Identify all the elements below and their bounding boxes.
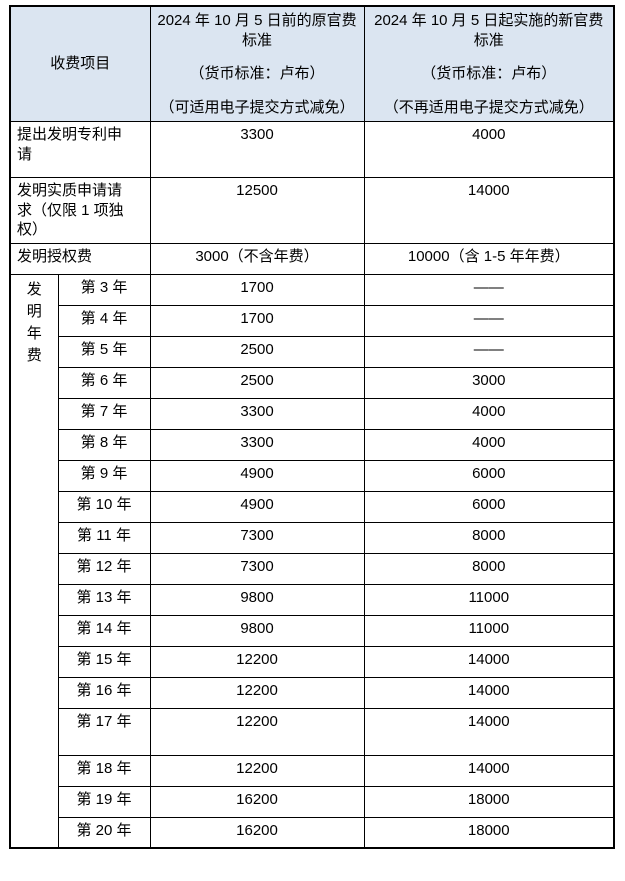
annual-fee-row: 第 5 年 2500 —— [10, 335, 615, 368]
row-grant-fee-old-value: 3000（不含年费） [149, 242, 365, 275]
header-new-fee-title: 2024 年 10 月 5 日起实施的新官费标准 [374, 12, 604, 49]
annual-fee-old-value: 3300 [149, 428, 365, 461]
row-filing-fee-label: 提出发明专利申请 [9, 121, 151, 178]
annual-fee-row: 发明年费第 3 年 1700 —— [9, 273, 615, 849]
annual-fee-year-label: 第 15 年 [57, 645, 151, 678]
header-old-fee-currency: （货币标准：卢布） [189, 65, 325, 82]
annual-fee-old-value: 2500 [149, 366, 365, 399]
annual-fee-old-value: 3300 [149, 397, 365, 430]
annual-fee-new-value: 14000 [363, 707, 615, 756]
annual-fee-new-value: 18000 [363, 816, 615, 849]
row-grant-fee: 发明授权费 3000（不含年费） 10000（含 1-5 年年费） [9, 242, 615, 275]
annual-fee-year-label: 第 3 年 [57, 273, 151, 306]
annual-fee-old-value: 7300 [149, 552, 365, 585]
annual-fee-old-value: 1700 [149, 273, 365, 306]
annual-fee-group-cell: 发明年费 [9, 273, 59, 849]
annual-fee-new-value: —— [363, 273, 615, 306]
annual-fee-old-value: 12200 [149, 645, 365, 678]
annual-fee-old-value: 2500 [149, 335, 365, 368]
header-new-fee-note: （不再适用电子提交方式减免） [383, 98, 594, 116]
annual-fee-row: 第 7 年 3300 4000 [10, 397, 615, 430]
annual-fee-new-value: 11000 [363, 583, 615, 616]
annual-fee-old-value: 4900 [149, 490, 365, 523]
row-grant-fee-new-value: 10000（含 1-5 年年费） [363, 242, 615, 275]
annual-fee-old-value: 7300 [149, 521, 365, 554]
annual-fee-year-label: 第 17 年 [57, 707, 151, 756]
annual-fee-year-label: 第 9 年 [57, 459, 151, 492]
annual-fee-new-value: 4000 [363, 397, 615, 430]
annual-fee-row: 第 18 年 12200 14000 [10, 754, 615, 787]
header-new-fee: 2024 年 10 月 5 日起实施的新官费标准 （货币标准：卢布） （不再适用… [363, 5, 615, 122]
annual-fee-new-value: —— [363, 304, 615, 337]
header-new-fee-currency: （货币标准：卢布） [421, 65, 557, 82]
annual-fee-old-value: 16200 [149, 816, 365, 849]
annual-fee-new-value: 14000 [363, 676, 615, 709]
annual-fee-year-label: 第 8 年 [57, 428, 151, 461]
annual-fee-new-value: 18000 [363, 785, 615, 818]
annual-fee-row: 第 9 年 4900 6000 [10, 459, 615, 492]
annual-fee-new-value: 6000 [363, 490, 615, 523]
annual-fee-row: 第 20 年 16200 18000 [10, 816, 615, 849]
header-old-fee: 2024 年 10 月 5 日前的原官费标准 （货币标准：卢布） （可适用电子提… [149, 5, 365, 122]
annual-fee-old-value: 4900 [149, 459, 365, 492]
header-old-fee-title: 2024 年 10 月 5 日前的原官费标准 [157, 12, 357, 49]
annual-fee-year-label: 第 10 年 [57, 490, 151, 523]
header-fee-item: 收费项目 [9, 5, 151, 122]
row-exam-request-fee: 发明实质申请请求（仅限 1 项独权） 12500 14000 [9, 177, 615, 244]
annual-fee-row: 第 15 年 12200 14000 [10, 645, 615, 678]
annual-fee-year-label: 第 12 年 [57, 552, 151, 585]
annual-fee-new-value: —— [363, 335, 615, 368]
annual-fee-row: 第 12 年 7300 8000 [10, 552, 615, 585]
annual-fee-new-value: 6000 [363, 459, 615, 492]
annual-fee-group-label: 发明年费 [26, 280, 42, 364]
annual-fee-row: 第 17 年 12200 14000 [10, 707, 615, 756]
annual-fee-old-value: 16200 [149, 785, 365, 818]
row-filing-fee-old-value: 3300 [149, 121, 365, 178]
annual-fee-new-value: 8000 [363, 552, 615, 585]
annual-fee-year-label: 第 16 年 [57, 676, 151, 709]
annual-fee-year-label: 第 11 年 [57, 521, 151, 554]
annual-fee-year-label: 第 18 年 [57, 754, 151, 787]
row-filing-fee: 提出发明专利申请 3300 4000 [9, 121, 615, 178]
header-row: 收费项目 2024 年 10 月 5 日前的原官费标准 （货币标准：卢布） （可… [9, 5, 615, 122]
fee-table: 收费项目 2024 年 10 月 5 日前的原官费标准 （货币标准：卢布） （可… [9, 5, 615, 849]
row-filing-fee-new-value: 4000 [363, 121, 615, 178]
header-fee-item-label: 收费项目 [50, 55, 111, 73]
row-exam-request-fee-label: 发明实质申请请求（仅限 1 项独权） [9, 177, 151, 244]
annual-fee-year-label: 第 13 年 [57, 583, 151, 616]
annual-fee-new-value: 8000 [363, 521, 615, 554]
annual-fee-row: 第 16 年 12200 14000 [10, 676, 615, 709]
annual-fee-new-value: 14000 [363, 754, 615, 787]
annual-fee-row: 第 19 年 16200 18000 [10, 785, 615, 818]
annual-fee-year-label: 第 5 年 [57, 335, 151, 368]
header-old-fee-note: （可适用电子提交方式减免） [159, 98, 355, 116]
annual-fee-year-label: 第 4 年 [57, 304, 151, 337]
row-grant-fee-label: 发明授权费 [9, 242, 151, 275]
annual-fee-old-value: 9800 [149, 583, 365, 616]
annual-fee-old-value: 12200 [149, 676, 365, 709]
annual-fee-row: 第 11 年 7300 8000 [10, 521, 615, 554]
annual-fee-year-label: 第 7 年 [57, 397, 151, 430]
annual-fee-row: 第 4 年 1700 —— [10, 304, 615, 337]
annual-fee-row: 第 13 年 9800 11000 [10, 583, 615, 616]
annual-fee-new-value: 14000 [363, 645, 615, 678]
annual-fee-new-value: 3000 [363, 366, 615, 399]
annual-fee-old-value: 12200 [149, 707, 365, 756]
annual-fee-row: 第 6 年 2500 3000 [10, 366, 615, 399]
annual-fee-row: 第 8 年 3300 4000 [10, 428, 615, 461]
row-exam-request-fee-new-value: 14000 [363, 177, 615, 244]
row-exam-request-fee-old-value: 12500 [149, 177, 365, 244]
annual-fee-row: 第 10 年 4900 6000 [10, 490, 615, 523]
annual-fee-old-value: 12200 [149, 754, 365, 787]
annual-fee-row: 第 14 年 9800 11000 [10, 614, 615, 647]
annual-fee-new-value: 11000 [363, 614, 615, 647]
annual-fee-year-label: 第 14 年 [57, 614, 151, 647]
annual-fee-old-value: 1700 [149, 304, 365, 337]
annual-fee-year-label: 第 19 年 [57, 785, 151, 818]
annual-fee-year-label: 第 20 年 [57, 816, 151, 849]
annual-fee-old-value: 9800 [149, 614, 365, 647]
annual-fee-year-label: 第 6 年 [57, 366, 151, 399]
annual-fee-new-value: 4000 [363, 428, 615, 461]
